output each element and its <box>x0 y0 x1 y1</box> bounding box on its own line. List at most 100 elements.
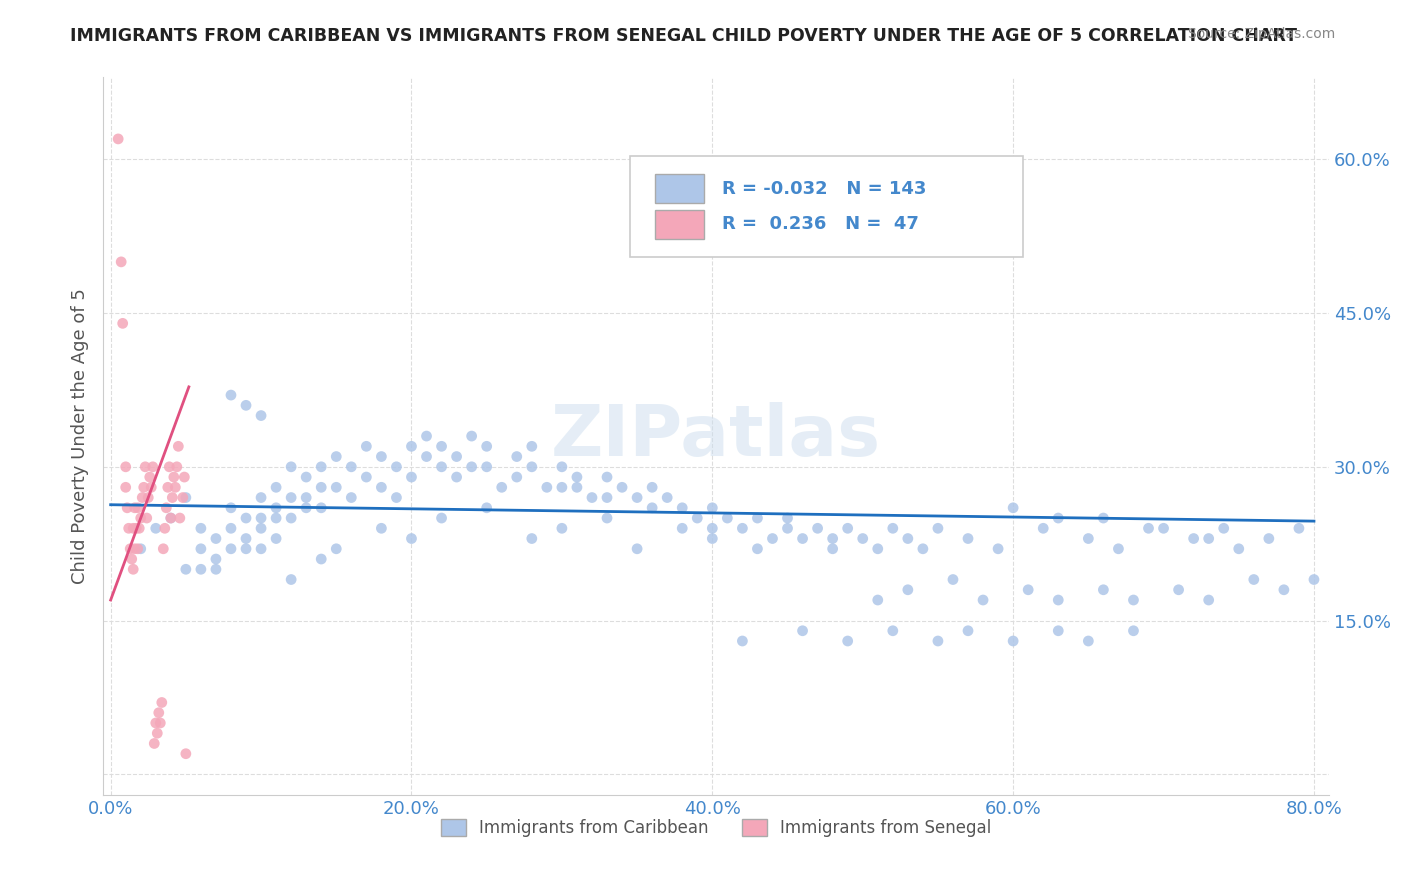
Point <box>173 470 195 484</box>
Point <box>1257 532 1279 546</box>
Point <box>1288 521 1310 535</box>
Point <box>134 459 156 474</box>
Point <box>776 521 799 535</box>
Point <box>370 521 392 535</box>
Point <box>747 541 769 556</box>
Point <box>671 500 693 515</box>
Point <box>142 459 165 474</box>
Point <box>551 459 574 474</box>
Point <box>897 582 920 597</box>
Point <box>145 716 167 731</box>
Point <box>882 624 904 638</box>
Point <box>174 562 197 576</box>
Point <box>852 532 875 546</box>
Point <box>280 573 302 587</box>
Point <box>155 500 177 515</box>
Point <box>120 541 142 556</box>
Text: IMMIGRANTS FROM CARIBBEAN VS IMMIGRANTS FROM SENEGAL CHILD POVERTY UNDER THE AGE: IMMIGRANTS FROM CARIBBEAN VS IMMIGRANTS … <box>70 27 1298 45</box>
Point <box>1272 582 1295 597</box>
Point <box>415 450 437 464</box>
Point <box>340 491 363 505</box>
Point <box>132 480 155 494</box>
Point <box>157 459 180 474</box>
Point <box>325 450 347 464</box>
Point <box>110 255 132 269</box>
Point <box>159 511 181 525</box>
Point <box>1047 593 1070 607</box>
Point <box>401 470 423 484</box>
Point <box>264 511 287 525</box>
Point <box>127 541 149 556</box>
Point <box>174 747 197 761</box>
Point <box>1243 573 1265 587</box>
Point <box>1227 541 1250 556</box>
Point <box>686 511 709 525</box>
Point <box>475 459 498 474</box>
Point <box>581 491 603 505</box>
Bar <box>655 211 704 239</box>
Point <box>385 459 408 474</box>
Point <box>1107 541 1129 556</box>
Point <box>309 459 332 474</box>
Point <box>596 470 619 484</box>
Legend: Immigrants from Caribbean, Immigrants from Senegal: Immigrants from Caribbean, Immigrants fr… <box>434 813 998 844</box>
Point <box>370 480 392 494</box>
Point <box>250 409 273 423</box>
Point <box>111 317 134 331</box>
Point <box>430 439 453 453</box>
Point <box>821 541 844 556</box>
Point <box>235 532 257 546</box>
Point <box>264 500 287 515</box>
Point <box>792 532 814 546</box>
Point <box>219 521 242 535</box>
Point <box>551 480 574 494</box>
Point <box>761 532 783 546</box>
Point <box>1092 511 1115 525</box>
Point <box>150 696 173 710</box>
Point <box>866 593 889 607</box>
Point <box>235 398 257 412</box>
Point <box>897 532 920 546</box>
Point <box>159 511 181 525</box>
Point <box>172 491 194 505</box>
Point <box>205 532 228 546</box>
Point <box>702 532 724 546</box>
Point <box>626 541 648 556</box>
Point <box>460 429 482 443</box>
Point <box>340 459 363 474</box>
Text: ZIPatlas: ZIPatlas <box>551 401 882 471</box>
Point <box>972 593 994 607</box>
Point <box>792 624 814 638</box>
Point <box>716 511 738 525</box>
Point <box>167 439 190 453</box>
Point <box>1047 511 1070 525</box>
Point <box>250 541 273 556</box>
Point <box>1212 521 1234 535</box>
Point <box>190 521 212 535</box>
Point <box>205 552 228 566</box>
Point <box>370 450 392 464</box>
Point <box>131 491 153 505</box>
Point <box>250 491 273 505</box>
Point <box>309 480 332 494</box>
Point <box>942 573 965 587</box>
Point <box>250 511 273 525</box>
Point <box>114 459 136 474</box>
Point <box>446 450 468 464</box>
Point <box>141 480 163 494</box>
Point <box>250 521 273 535</box>
Point <box>475 500 498 515</box>
Point <box>401 439 423 453</box>
Point <box>837 521 859 535</box>
Point <box>866 541 889 556</box>
Point <box>128 521 150 535</box>
Point <box>280 491 302 505</box>
Point <box>1198 593 1220 607</box>
Point <box>125 521 148 535</box>
Point <box>956 624 979 638</box>
Point <box>219 541 242 556</box>
Point <box>1077 532 1099 546</box>
Point <box>107 132 129 146</box>
Text: R =  0.236   N =  47: R = 0.236 N = 47 <box>723 216 920 234</box>
Point <box>671 521 693 535</box>
